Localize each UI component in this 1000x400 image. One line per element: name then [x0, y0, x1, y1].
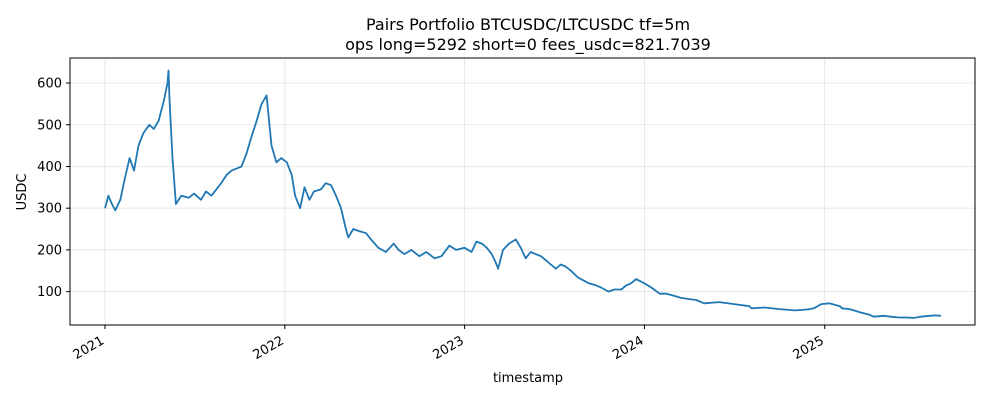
y-tick-label: 400	[37, 160, 62, 175]
y-tick-label: 200	[37, 243, 62, 258]
y-axis-label: USDC	[15, 174, 30, 211]
y-tick-label: 600	[37, 77, 62, 92]
grid	[70, 58, 975, 325]
y-tick-label: 100	[37, 285, 62, 300]
series-line	[104, 69, 942, 319]
series-layer	[104, 69, 942, 319]
chart-subtitle: ops long=5292 short=0 fees_usdc=821.7039	[345, 35, 711, 55]
x-tick-label: 2025	[791, 333, 827, 363]
x-axis-label: timestamp	[493, 371, 563, 386]
x-tick-label: 2023	[430, 333, 466, 363]
x-tick-label: 2021	[71, 333, 107, 363]
plot-frame	[69, 57, 976, 326]
x-tick-label: 2024	[610, 333, 646, 363]
x-axis: 2021 2022 2023 2024 2025	[71, 325, 827, 363]
y-axis: 100 200 300 400 500 600	[37, 77, 70, 300]
x-tick-label: 2022	[251, 333, 287, 363]
chart-title: Pairs Portfolio BTCUSDC/LTCUSDC tf=5m	[366, 15, 690, 34]
y-tick-label: 500	[37, 118, 62, 133]
y-tick-label: 300	[37, 202, 62, 217]
